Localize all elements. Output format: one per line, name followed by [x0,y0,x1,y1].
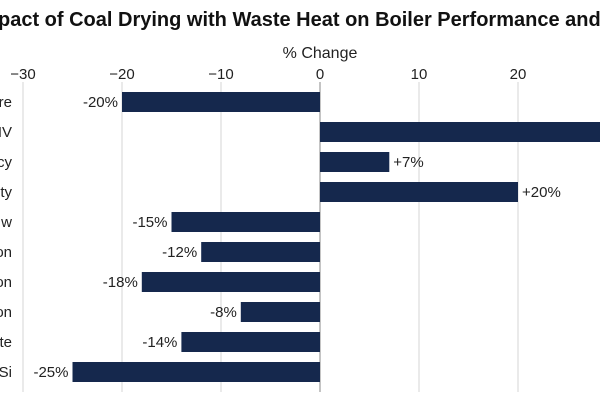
category-label: on [0,304,12,321]
category-label: w [0,214,12,231]
x-tick-label: 0 [316,66,324,83]
bar [72,362,320,382]
category-label: on [0,274,12,291]
category-labels: re IV cy ty w on on on te Si [0,94,13,381]
data-label: -25% [33,364,68,381]
x-tick-label: 20 [510,66,527,83]
data-label: -18% [103,274,138,291]
data-label: -14% [142,334,177,351]
data-labels: -20% +7% +20% -15% -12% -18% -8% -14% -25% [33,94,560,381]
category-label: IV [0,124,12,141]
chart-title: pact of Coal Drying with Waste Heat on B… [0,9,600,31]
bar [201,242,320,262]
bar [181,332,320,352]
x-tick-label: −20 [109,66,134,83]
bar [320,122,600,142]
data-label: -12% [162,244,197,261]
category-label: re [0,94,12,111]
x-tick-label: −10 [208,66,233,83]
data-label: +20% [522,184,561,201]
bar [240,302,320,322]
x-axis-label: % Change [283,45,358,62]
bar [320,182,518,202]
bars [72,92,600,382]
category-label: te [0,334,12,351]
bar [122,92,320,112]
category-label: ty [0,184,12,201]
data-label: -20% [83,94,118,111]
category-label: on [0,244,12,261]
data-label: -8% [210,304,237,321]
bar [171,212,320,232]
data-label: +7% [393,154,423,171]
bar [141,272,320,292]
x-tick-label: −30 [10,66,35,83]
x-tick-labels: −30 −20 −10 0 10 20 [10,66,526,83]
data-label: -15% [132,214,167,231]
x-tick-label: 10 [411,66,428,83]
category-label: cy [0,154,13,171]
bar [320,152,390,172]
category-label: Si [0,364,12,381]
